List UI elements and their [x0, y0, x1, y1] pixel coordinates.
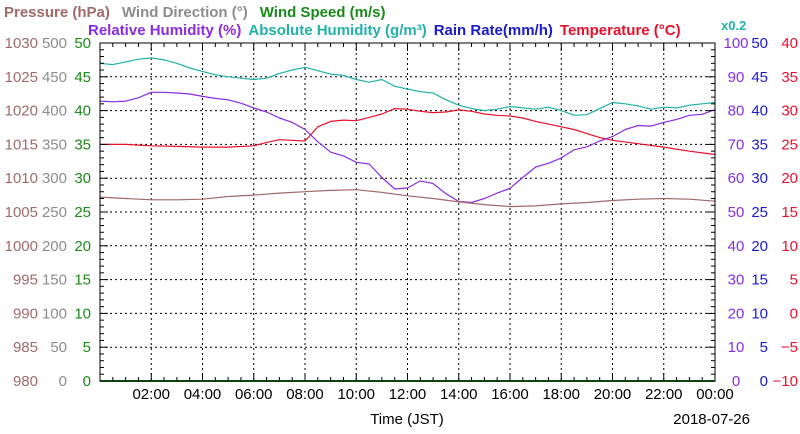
x-tick-label: 06:00	[235, 386, 273, 403]
x-axis: 02:00 04:00 06:00 08:00 10:00 12:00 14:00 16:00…	[99, 43, 734, 403]
windspeed-tick-label: 0	[83, 373, 91, 390]
winddir-tick-label: 0	[59, 373, 67, 390]
winddir-tick-label: 300	[42, 170, 67, 187]
winddir-tick-label: 400	[42, 103, 67, 120]
rh-tick-label: 60	[728, 170, 745, 187]
x-tick-label: 10:00	[337, 386, 375, 403]
rh-tick-label: 100	[723, 35, 748, 52]
rain-tick-label: 50	[751, 35, 768, 52]
rh-tick-label: 10	[728, 339, 745, 356]
rain-tick-label: 35	[751, 136, 768, 153]
rain-tick-label: 45	[751, 69, 768, 86]
legend: Pressure (hPa) Wind Direction (°) Wind Spe…	[4, 4, 746, 39]
windspeed-tick-label: 45	[74, 69, 91, 86]
winddir-tick-label: 150	[42, 272, 67, 289]
x-tick-label: 14:00	[440, 386, 478, 403]
x-tick-label: 00:00	[696, 386, 734, 403]
right-axes: 0102030405060708090100051015202530354045…	[723, 35, 798, 390]
pressure-tick-label: 1025	[5, 69, 38, 86]
rh-tick-label: 0	[732, 373, 740, 390]
winddir-tick-label: 200	[42, 238, 67, 255]
temp-tick-label: 15	[781, 204, 798, 221]
ah-scale-note: x0.2	[721, 18, 746, 33]
rh-tick-label: 30	[728, 272, 745, 289]
windspeed-tick-label: 25	[74, 204, 91, 221]
temp-tick-label: 35	[781, 69, 798, 86]
x-tick-label: 12:00	[389, 386, 427, 403]
legend-pressure: Pressure (hPa)	[4, 4, 110, 21]
rain-tick-label: 30	[751, 170, 768, 187]
legend-rain: Rain Rate(mm/h)	[434, 22, 553, 39]
series-pressure-line	[99, 189, 716, 208]
x-tick-label: 22:00	[645, 386, 683, 403]
temp-tick-label: −10	[773, 373, 798, 390]
winddir-tick-label: 450	[42, 69, 67, 86]
rh-tick-label: 90	[728, 69, 745, 86]
temp-tick-label: 40	[781, 35, 798, 52]
windspeed-tick-label: 30	[74, 170, 91, 187]
pressure-tick-label: 990	[13, 305, 38, 322]
rain-tick-label: 20	[751, 238, 768, 255]
legend-temp: Temperature (°C)	[560, 22, 681, 39]
winddir-tick-label: 100	[42, 305, 67, 322]
x-tick-label: 08:00	[286, 386, 324, 403]
pressure-tick-label: 985	[13, 339, 38, 356]
rh-tick-label: 70	[728, 136, 745, 153]
pressure-tick-label: 1010	[5, 170, 38, 187]
x-tick-label: 20:00	[594, 386, 632, 403]
pressure-tick-label: 1015	[5, 136, 38, 153]
rain-tick-label: 40	[751, 103, 768, 120]
rain-tick-label: 10	[751, 305, 768, 322]
x-tick-label: 02:00	[132, 386, 170, 403]
winddir-tick-label: 250	[42, 204, 67, 221]
temp-tick-label: 25	[781, 136, 798, 153]
windspeed-tick-label: 20	[74, 238, 91, 255]
winddir-tick-label: 50	[50, 339, 67, 356]
legend-ah: Absolute Humidity (g/m³)	[248, 22, 426, 39]
rain-tick-label: 0	[760, 373, 768, 390]
legend-windspeed: Wind Speed (m/s)	[260, 4, 386, 21]
rain-tick-label: 15	[751, 272, 768, 289]
windspeed-tick-label: 10	[74, 305, 91, 322]
temp-tick-label: 30	[781, 103, 798, 120]
pressure-tick-label: 1000	[5, 238, 38, 255]
rain-tick-label: 5	[760, 339, 768, 356]
pressure-tick-label: 1020	[5, 103, 38, 120]
temp-tick-label: 0	[790, 305, 798, 322]
left-axes: 9809859909951000100510101015102010251030…	[5, 35, 715, 390]
windspeed-tick-label: 35	[74, 136, 91, 153]
temp-tick-label: −5	[781, 339, 798, 356]
series-rh-line	[99, 91, 716, 204]
x-tick-label: 18:00	[542, 386, 580, 403]
series-ah-line	[99, 57, 716, 116]
x-axis-label: Time (JST)	[370, 411, 444, 428]
windspeed-tick-label: 40	[74, 103, 91, 120]
legend-rh: Relative Humidity (%)	[88, 22, 241, 39]
x-tick-label: 04:00	[184, 386, 222, 403]
rh-tick-label: 50	[728, 204, 745, 221]
rh-tick-label: 20	[728, 305, 745, 322]
rh-tick-label: 80	[728, 103, 745, 120]
pressure-tick-label: 980	[13, 373, 38, 390]
winddir-tick-label: 500	[42, 35, 67, 52]
windspeed-tick-label: 15	[74, 272, 91, 289]
series-temp-line	[100, 108, 716, 156]
temp-tick-label: 5	[790, 272, 798, 289]
pressure-tick-label: 1005	[5, 204, 38, 221]
legend-winddir: Wind Direction (°)	[122, 4, 248, 21]
temp-tick-label: 10	[781, 238, 798, 255]
windspeed-tick-label: 5	[83, 339, 91, 356]
x-tick-label: 16:00	[491, 386, 529, 403]
rh-tick-label: 40	[728, 238, 745, 255]
pressure-tick-label: 995	[13, 272, 38, 289]
date-label: 2018-07-26	[673, 411, 750, 428]
temp-tick-label: 20	[781, 170, 798, 187]
rain-tick-label: 25	[751, 204, 768, 221]
grid-lines	[100, 43, 715, 381]
windspeed-tick-label: 50	[74, 35, 91, 52]
pressure-tick-label: 1030	[5, 35, 38, 52]
winddir-tick-label: 350	[42, 136, 67, 153]
